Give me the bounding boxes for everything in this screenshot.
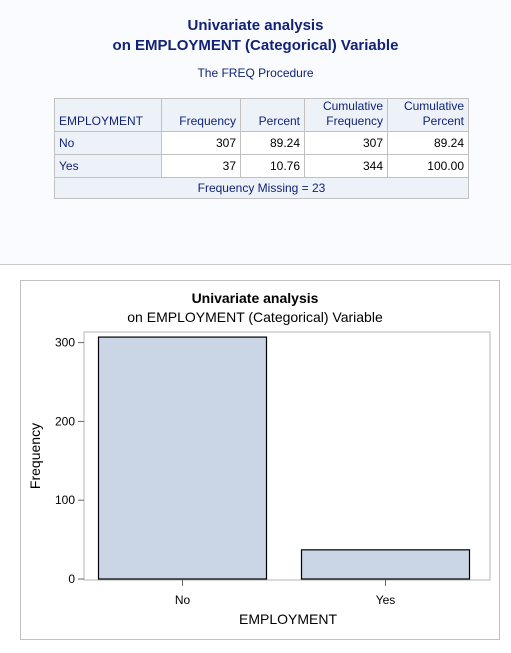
bar-chart: Univariate analysis on EMPLOYMENT (Categ… <box>27 290 491 627</box>
x-tick-label: Yes <box>376 593 396 607</box>
frequency-table: EMPLOYMENT Frequency Percent Cumulative … <box>54 98 469 199</box>
title-line-2: on EMPLOYMENT (Categorical) Variable <box>112 37 399 54</box>
header-employment: EMPLOYMENT <box>54 98 162 132</box>
row-cum-frequency: 344 <box>304 154 388 178</box>
row-category: Yes <box>54 154 162 178</box>
row-category: No <box>54 131 162 155</box>
y-tick-label: 300 <box>55 336 75 350</box>
y-tick-label: 200 <box>55 414 75 428</box>
title-line-1: Univariate analysis <box>187 17 324 34</box>
header-cumulative-frequency: Cumulative Frequency <box>304 98 388 132</box>
row-cum-percent: 89.24 <box>387 131 469 155</box>
row-percent: 10.76 <box>240 154 305 178</box>
y-axis-label: Frequency <box>27 423 43 489</box>
table-header-row: EMPLOYMENT Frequency Percent Cumulative … <box>54 98 469 132</box>
header-cum-freq-line2: Frequency <box>326 114 383 128</box>
frequency-missing-note: Frequency Missing = 23 <box>54 177 469 199</box>
table-row: Yes 37 10.76 344 100.00 <box>54 154 469 178</box>
header-cum-freq-line1: Cumulative <box>322 99 383 113</box>
freq-output-section: Univariate analysis on EMPLOYMENT (Categ… <box>0 0 511 264</box>
x-axis-label: EMPLOYMENT <box>239 611 337 627</box>
row-frequency: 37 <box>161 154 241 178</box>
header-frequency: Frequency <box>161 98 241 132</box>
x-tick-label: No <box>175 593 191 607</box>
bars-group <box>97 336 471 580</box>
row-percent: 89.24 <box>240 131 305 155</box>
header-cum-pct-line2: Percent <box>422 114 464 128</box>
procedure-title: The FREQ Procedure <box>197 66 314 80</box>
row-frequency: 307 <box>161 131 241 155</box>
y-tick-label: 0 <box>68 572 75 586</box>
header-cum-pct-line1: Cumulative <box>403 99 464 113</box>
row-cum-percent: 100.00 <box>387 154 469 178</box>
chart-title: Univariate analysis <box>192 290 319 306</box>
y-axis: 0 100 200 300 <box>55 332 85 586</box>
bar-no <box>97 336 268 580</box>
table-footer-row: Frequency Missing = 23 <box>54 177 469 199</box>
section-divider <box>0 264 511 265</box>
row-cum-frequency: 307 <box>304 131 388 155</box>
header-percent: Percent <box>240 98 305 132</box>
bar-yes <box>300 549 471 580</box>
table-row: No 307 89.24 307 89.24 <box>54 131 469 155</box>
page-title: Univariate analysis on EMPLOYMENT (Categ… <box>0 16 511 56</box>
chart-subtitle: on EMPLOYMENT (Categorical) Variable <box>127 309 383 325</box>
x-axis: No Yes <box>175 580 395 607</box>
y-tick-label: 100 <box>55 493 75 507</box>
header-cumulative-percent: Cumulative Percent <box>387 98 469 132</box>
